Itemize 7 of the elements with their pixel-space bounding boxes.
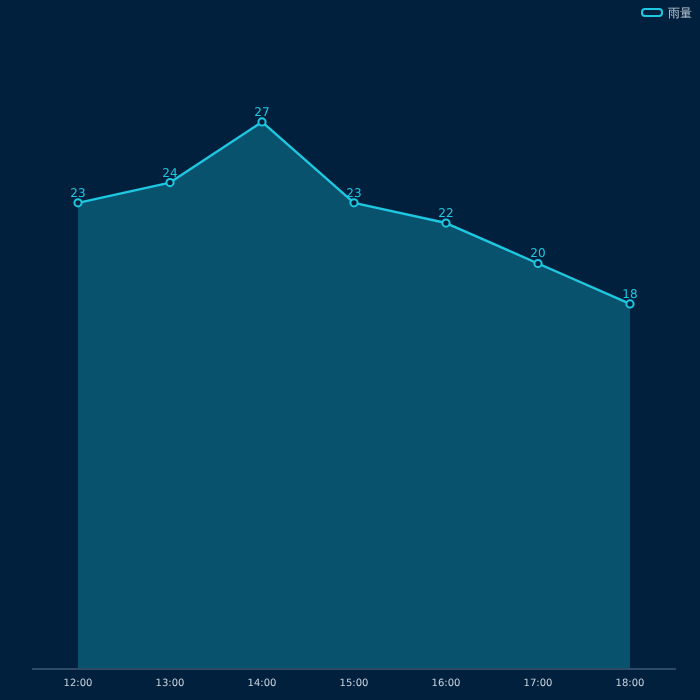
point <box>625 299 635 309</box>
point <box>165 177 175 188</box>
point <box>73 198 83 208</box>
point <box>349 198 359 208</box>
point <box>533 258 543 269</box>
point <box>257 117 267 127</box>
point <box>441 218 451 228</box>
